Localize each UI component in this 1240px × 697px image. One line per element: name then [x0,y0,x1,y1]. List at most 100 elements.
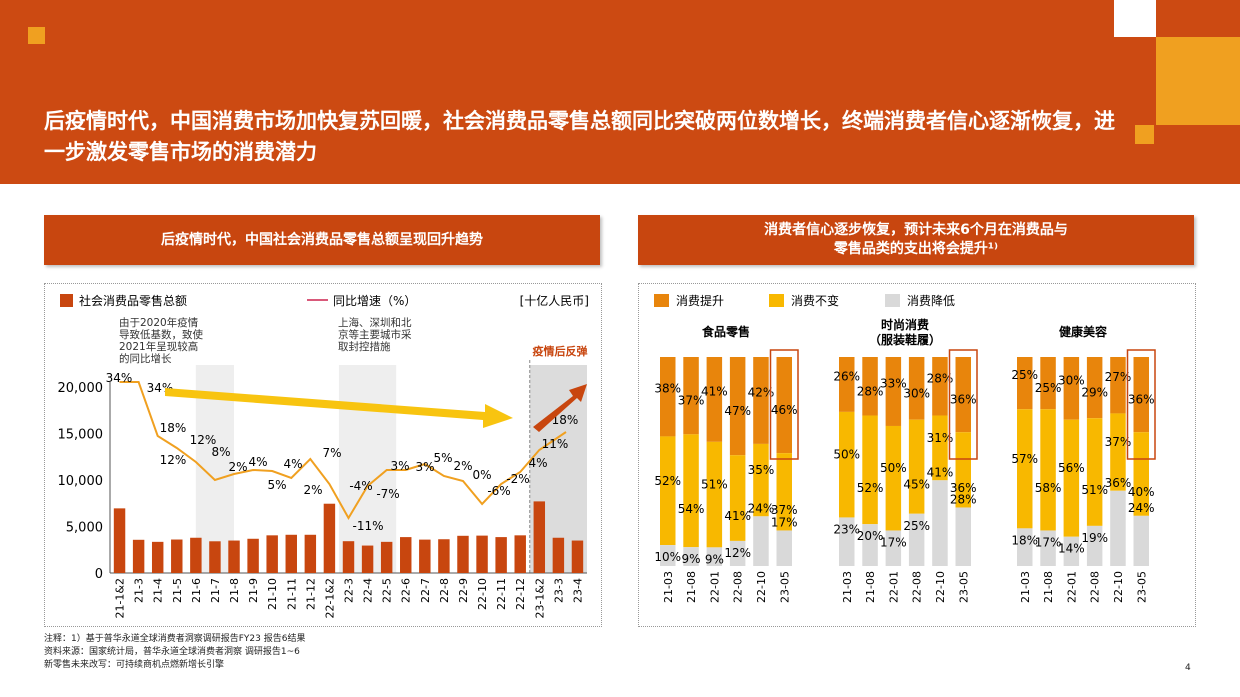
bar-down [683,547,699,566]
sales-bar [361,545,374,573]
unit-label: [十亿人民币] [520,293,589,308]
label-same: 52% [654,474,681,488]
label-same: 35% [748,463,775,477]
sales-bar [266,535,278,573]
bar-same [1133,432,1149,516]
left-banner: 后疫情时代，中国社会消费品零售总额呈现回升趋势 [44,215,600,265]
bar-down [706,547,723,566]
sales-bar [495,537,507,573]
sales-bar [209,541,221,573]
group-title: 健康美容 [1059,324,1107,339]
sales-bar [533,501,546,573]
bar-same [776,453,792,531]
sales-bar [514,535,526,573]
right-banner-line1: 消费者信心逐步恢复，预计未来6个月在消费品与 [764,222,1068,238]
label-down: 28% [950,492,977,506]
label-same: 58% [1035,481,1062,495]
label-down: 24% [748,501,775,515]
growth-label: 3% [415,460,434,474]
y-tick-label: 0 [95,567,103,582]
growth-label: -11% [352,519,383,533]
x-tick-label: 22-5 [381,578,394,603]
label-same: 41% [724,509,751,523]
sales-bar [552,537,565,573]
sales-bar [380,541,393,573]
footer-source: 资料来源：国家统计局，普华永道全球消费者洞察 调研报告1~6 [44,647,300,657]
sales-bar [132,539,145,573]
bar-up [683,357,699,435]
corner-square-white [1114,0,1156,37]
label-same: 50% [880,461,907,475]
x-tick-label: 21-4 [152,578,165,603]
footer-notes: 注释：1）基于普华永道全球消费者洞察调研报告FY23 报告6结果 资料来源：国家… [44,633,305,672]
label-down: 17% [880,535,907,549]
y-tick-label: 10,000 [58,474,104,489]
sales-bar [342,541,355,573]
x-tick-label: 22-08 [911,571,924,603]
label-up: 37% [678,394,705,408]
growth-label: -7% [376,487,399,501]
bar-up [1110,357,1126,414]
bar-up [885,357,902,426]
bar-up [955,357,971,433]
label-up: 28% [927,371,954,385]
left-banner-text: 后疫情时代，中国社会消费品零售总额呈现回升趋势 [161,231,483,248]
sales-bar [438,539,450,573]
footer-note: 注释：1）基于普华永道全球消费者洞察调研报告FY23 报告6结果 [44,634,306,644]
label-same: 56% [1058,461,1085,475]
sales-bar [304,534,317,573]
x-tick-label: 21-08 [1042,571,1055,603]
legend-bar-label: 社会消费品零售总额 [79,293,187,308]
growth-label: 18% [160,421,187,435]
x-tick-label: 21-1&2 [114,578,127,619]
x-tick-label: 22-10 [1112,571,1125,603]
label-down: 17% [1035,535,1062,549]
corner-square-gold [1156,37,1240,125]
x-tick-label: 22-01 [708,571,721,603]
bar-same [1040,409,1056,531]
bar-down [753,516,769,566]
growth-label: 8% [211,445,230,459]
sales-bar [228,540,240,573]
annotation-lockdown: 京等主要城市采 [338,328,412,341]
x-tick-label: 21-12 [304,578,317,610]
x-tick-label: 22-4 [362,578,375,603]
growth-label: 7% [322,446,341,460]
bar-same [683,434,699,548]
bar-up [1133,357,1149,433]
bar-up [776,357,792,454]
label-up: 27% [1105,370,1132,384]
sales-bar [190,537,202,573]
legend-label: 消费降低 [907,294,955,308]
x-tick-label: 22-10 [476,578,489,610]
bar-down [955,507,971,566]
legend-line-label: 同比增速（%） [333,294,416,308]
x-tick-label: 21-08 [685,571,698,603]
bar-down [839,517,855,566]
label-down: 9% [705,552,724,566]
label-up: 26% [833,369,860,383]
label-down: 36% [1105,476,1132,490]
annotation-base-effect: 2021年呈现较高 [119,340,198,353]
bar-down [1133,515,1149,566]
bar-up [839,357,855,412]
bar-same [839,411,855,518]
legend-swatch [654,294,669,307]
bar-same [955,432,971,508]
x-tick-label: 21-7 [209,578,222,603]
label-same: 50% [833,448,860,462]
annotation-lockdown: 取封控措施 [338,340,391,353]
corner-square-small [28,27,45,44]
x-tick-label: 22-9 [457,578,470,603]
bar-same [706,441,723,548]
bar-same [753,443,769,517]
bar-same [1086,418,1103,526]
growth-label: 34% [106,371,133,385]
label-up: 38% [654,382,681,396]
label-up: 25% [1011,368,1038,382]
x-tick-label: 22-8 [438,578,451,603]
label-same: 52% [857,481,884,495]
growth-line [119,381,567,520]
bar-same [1063,419,1080,537]
